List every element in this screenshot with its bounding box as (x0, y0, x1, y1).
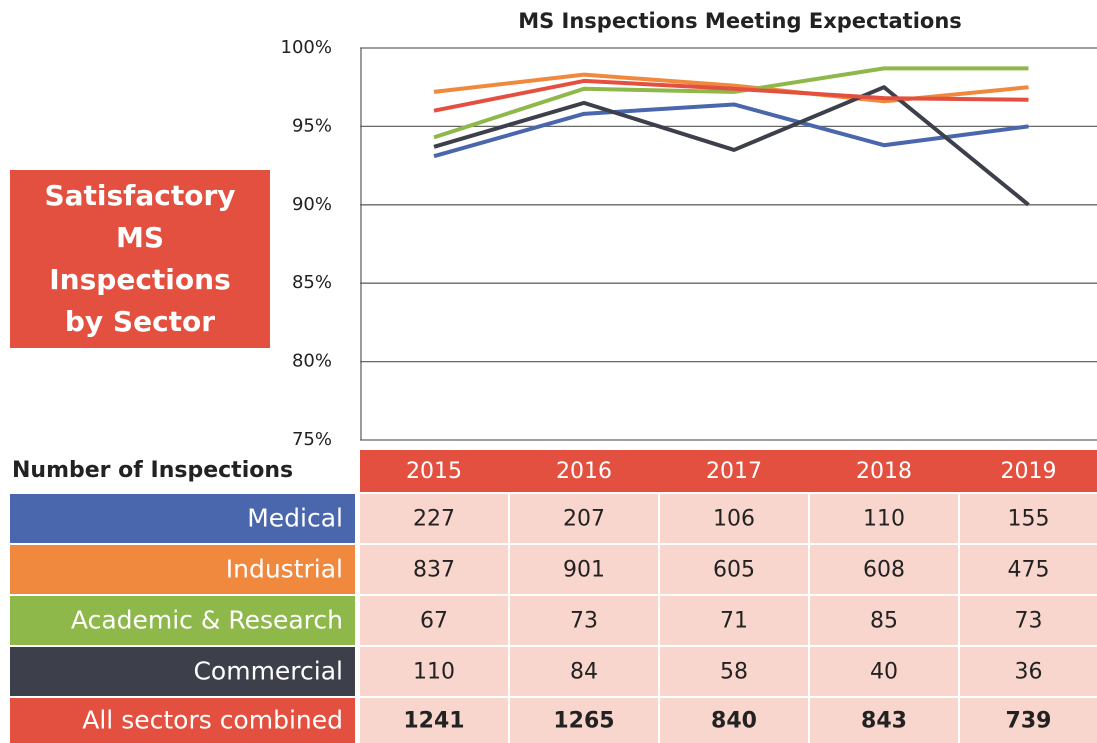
series-line (433, 78, 1029, 113)
series-line (433, 102, 1029, 159)
value-cell (810, 545, 958, 594)
y-tick-label: 75% (292, 429, 332, 450)
series-line (433, 85, 1030, 207)
row-label-cell (10, 698, 355, 743)
value-cell (960, 494, 1097, 543)
value-cell (660, 647, 808, 696)
value-cell (360, 494, 508, 543)
row-label: Industrial (226, 555, 343, 584)
cell-value: 84 (570, 660, 598, 685)
year-label: 2016 (556, 459, 612, 484)
value-cell (660, 545, 808, 594)
year-label: 2018 (856, 459, 912, 484)
cell-value: 36 (1015, 660, 1043, 685)
value-cell (960, 545, 1097, 594)
value-cell (810, 698, 958, 743)
cell-value: 71 (720, 609, 748, 634)
cell-value: 1241 (403, 709, 464, 734)
value-cell (960, 698, 1097, 743)
value-cell (510, 494, 658, 543)
value-cell (510, 596, 658, 645)
cell-value: 155 (1008, 507, 1050, 532)
y-tick-label: 95% (292, 115, 332, 136)
value-cell (360, 647, 508, 696)
value-cell (960, 647, 1097, 696)
year-label: 2019 (1001, 459, 1057, 484)
value-cell (360, 698, 508, 743)
row-label-cell (10, 647, 355, 696)
row-label: All sectors combined (82, 706, 343, 735)
cell-value: 110 (413, 660, 455, 685)
value-cell (810, 494, 958, 543)
value-cell (960, 596, 1097, 645)
cell-value: 843 (861, 709, 907, 734)
row-label-cell (10, 494, 355, 543)
header-band (360, 450, 1097, 492)
table-label: Number of Inspections (12, 458, 293, 483)
y-tick-label: 100% (281, 37, 332, 58)
cell-value: 110 (863, 507, 905, 532)
cell-value: 1265 (553, 709, 614, 734)
y-tick-label: 85% (292, 272, 332, 293)
cell-value: 901 (563, 558, 605, 583)
series-line (433, 66, 1029, 140)
cell-value: 608 (863, 558, 905, 583)
cell-value: 106 (713, 507, 755, 532)
cell-value: 837 (413, 558, 455, 583)
cell-value: 227 (413, 507, 455, 532)
y-tick-label: 80% (292, 351, 332, 372)
row-label: Academic & Research (71, 606, 343, 635)
cell-value: 475 (1008, 558, 1050, 583)
row-label: Commercial (193, 657, 343, 686)
series-line (433, 72, 1029, 104)
value-cell (510, 698, 658, 743)
cell-value: 58 (720, 660, 748, 685)
value-cell (660, 494, 808, 543)
cell-value: 67 (420, 609, 448, 634)
row-label: Medical (247, 504, 343, 533)
cell-value: 207 (563, 507, 605, 532)
cell-value: 85 (870, 609, 898, 634)
y-tick-label: 90% (292, 194, 332, 215)
value-cell (660, 698, 808, 743)
cell-value: 73 (1015, 609, 1043, 634)
value-cell (510, 647, 658, 696)
cell-value: 40 (870, 660, 898, 685)
value-cell (360, 545, 508, 594)
cell-value: 605 (713, 558, 755, 583)
value-cell (360, 596, 508, 645)
year-label: 2017 (706, 459, 762, 484)
value-cell (810, 647, 958, 696)
value-cell (660, 596, 808, 645)
annotation: Satisfactory MS Inspections by Sector (10, 170, 270, 348)
value-cell (510, 545, 658, 594)
row-label-cell (10, 545, 355, 594)
cell-value: 73 (570, 609, 598, 634)
row-label-cell (10, 596, 355, 645)
year-label: 2015 (406, 459, 462, 484)
cell-value: 840 (711, 709, 757, 734)
cell-value: 739 (1006, 709, 1052, 734)
value-cell (810, 596, 958, 645)
chart-title: MS Inspections Meeting Expectations (518, 9, 962, 33)
